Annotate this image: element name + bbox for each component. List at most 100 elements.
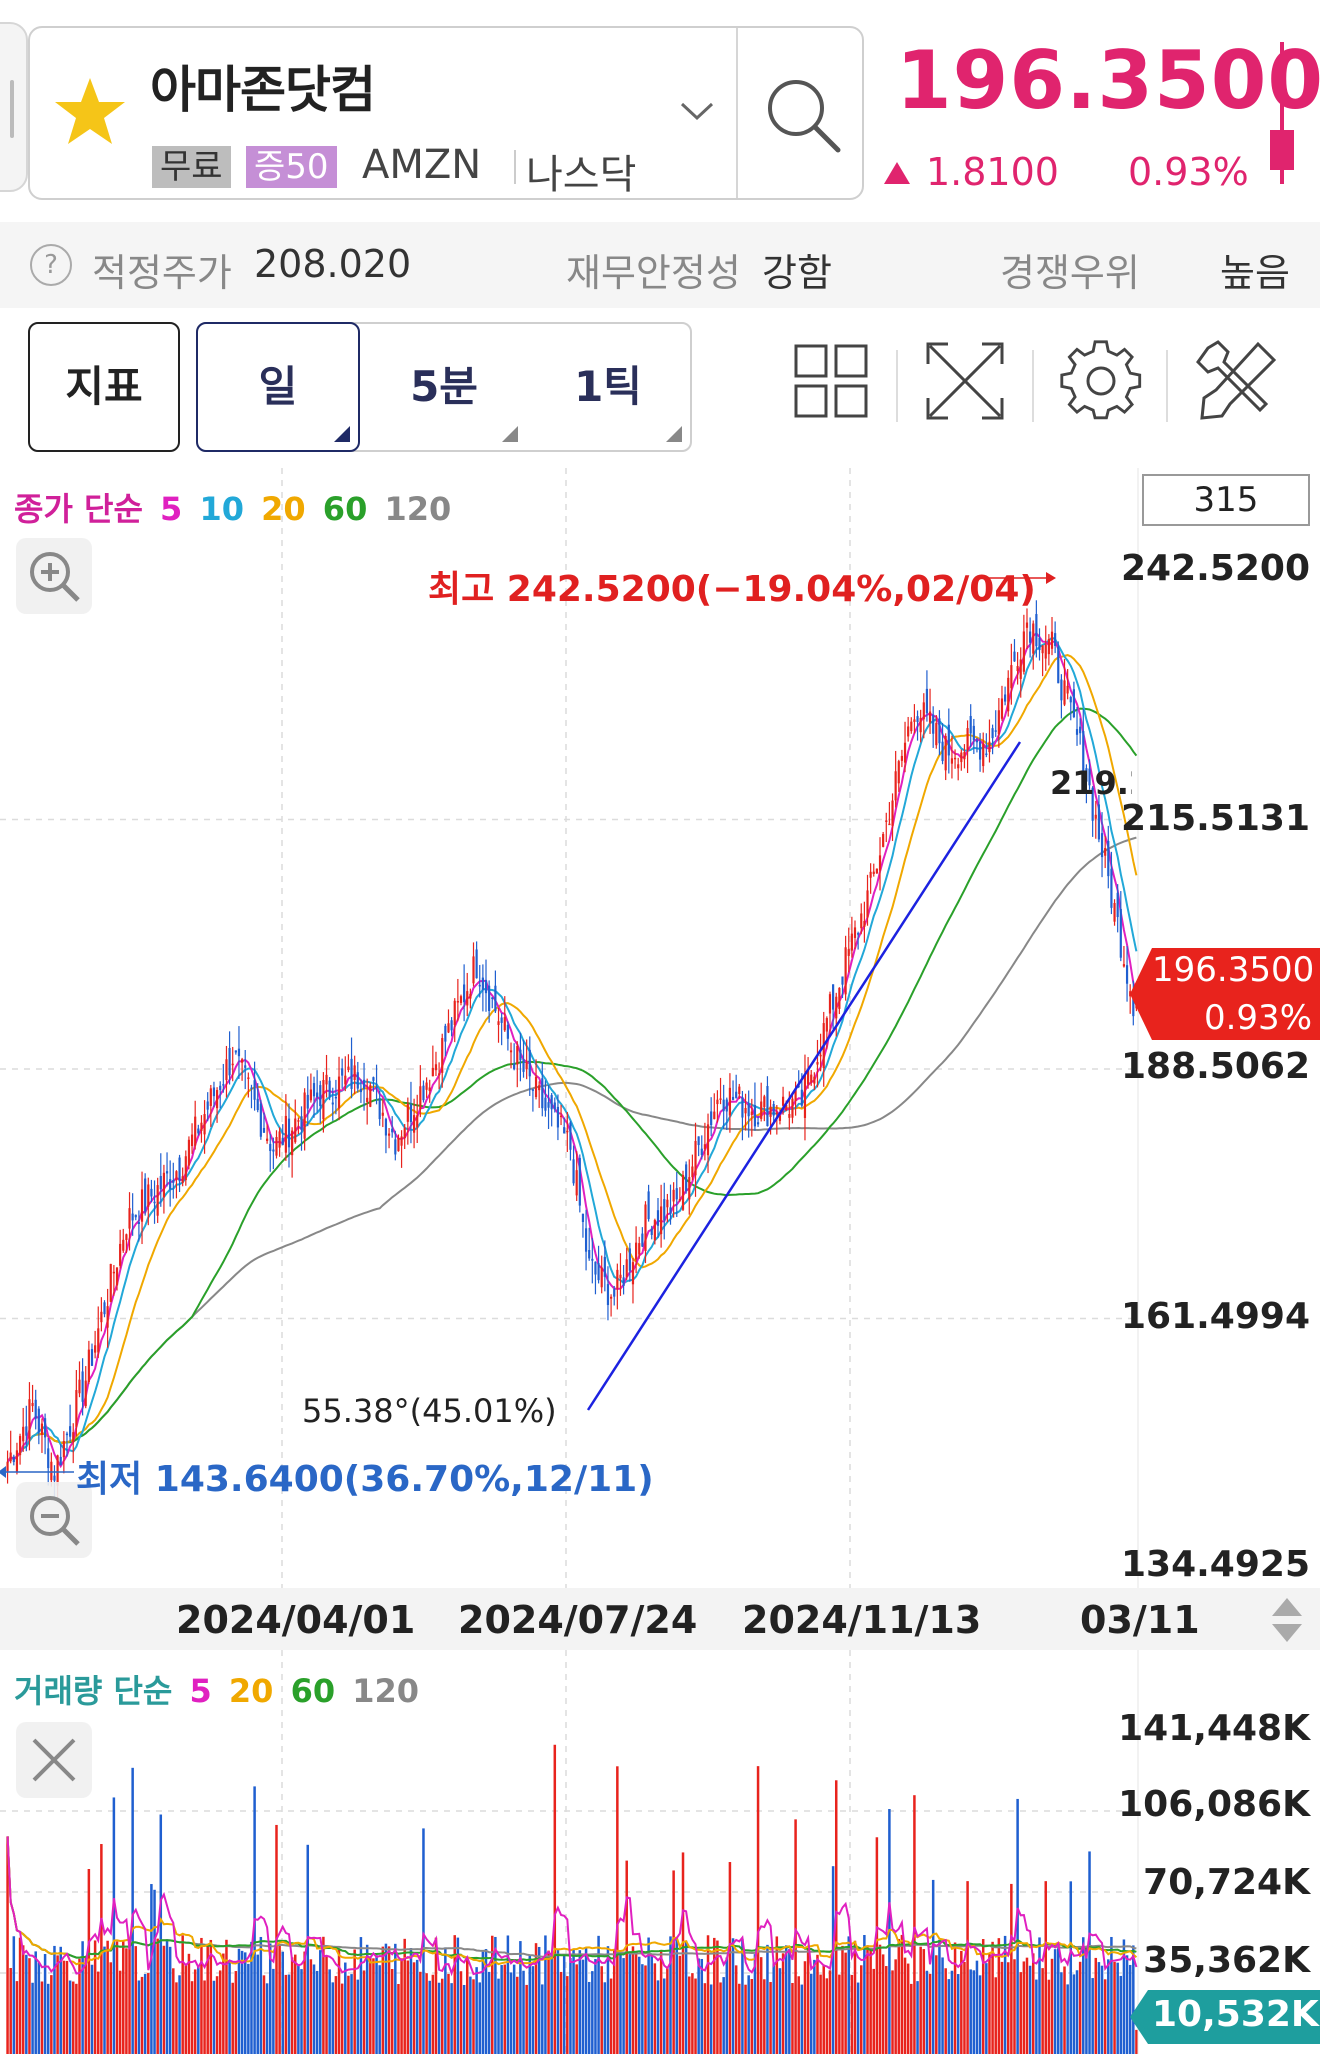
- volume-bar: [122, 1940, 125, 2054]
- candle-body: [506, 1024, 509, 1039]
- volume-bar: [956, 1974, 960, 2054]
- candle-body: [200, 1122, 203, 1131]
- volume-bar: [1103, 1979, 1107, 2054]
- up-arrow-icon: [884, 162, 910, 184]
- zoom-in-button[interactable]: [16, 538, 92, 614]
- volume-bar: [9, 1968, 12, 2054]
- candle-body: [94, 1345, 97, 1353]
- volume-bar: [15, 1981, 19, 2054]
- volume-chart-area[interactable]: 거래량 단순 5 20 60 120 141,448K 106,086K 70,…: [0, 1650, 1320, 2054]
- candle-body: [747, 1103, 750, 1117]
- volume-bar: [1100, 1965, 1104, 2054]
- date-axis-label: 03/11: [1080, 1598, 1200, 1642]
- fullscreen-icon[interactable]: [922, 338, 1008, 424]
- volume-bar: [62, 1960, 66, 2054]
- candle-body: [844, 947, 847, 995]
- candle-body: [22, 1426, 25, 1442]
- candle-count-box[interactable]: 315: [1142, 474, 1310, 526]
- candle-body: [225, 1059, 228, 1081]
- chevron-down-icon[interactable]: [678, 98, 716, 124]
- zoom-out-button[interactable]: [16, 1482, 92, 1558]
- candle-body: [256, 1098, 259, 1111]
- candle-body: [578, 1157, 581, 1206]
- candle-body: [1032, 623, 1035, 654]
- volume-bar: [1110, 1936, 1113, 2054]
- scroll-arrows-icon[interactable]: [1268, 1594, 1306, 1646]
- stock-selector[interactable]: 아마존닷컴 무료 증50 AMZN 나스닥: [28, 26, 864, 200]
- volume-bar: [6, 1836, 9, 2054]
- candle-body: [372, 1077, 375, 1081]
- candle-body: [713, 1111, 716, 1120]
- volume-bar: [87, 1869, 91, 2054]
- candle-body: [6, 1462, 9, 1472]
- period-5min[interactable]: 5분: [362, 324, 526, 450]
- candle-body: [885, 820, 888, 822]
- volume-bar: [584, 1947, 588, 2054]
- candle-body: [1047, 638, 1050, 655]
- low-price-annotation: 최저 143.6400(36.70%,12/11): [76, 1459, 654, 1500]
- tools-icon[interactable]: [1194, 338, 1280, 424]
- candle-body: [178, 1157, 181, 1182]
- legend-title: 종가 단순: [14, 490, 143, 528]
- volume-bar: [228, 1962, 231, 2054]
- candle-body: [1022, 631, 1025, 672]
- candle-body: [181, 1176, 184, 1183]
- volume-bar: [240, 1950, 244, 2054]
- volume-bar: [806, 1948, 810, 2054]
- candle-body: [100, 1311, 103, 1323]
- period-1tick[interactable]: 1틱: [526, 324, 690, 450]
- side-drawer-handle[interactable]: [0, 22, 28, 192]
- price-chart-area[interactable]: 종가 단순 5 10 20 60 120 315 242.5200 215.51…: [0, 468, 1320, 1588]
- volume-bar: [1006, 1962, 1010, 2054]
- candle-body: [672, 1189, 675, 1202]
- star-icon[interactable]: [52, 74, 128, 150]
- help-icon[interactable]: ?: [30, 244, 72, 286]
- search-icon[interactable]: [760, 72, 846, 158]
- volume-bar: [1060, 1972, 1063, 2054]
- volume-axis-label: 35,362K: [1143, 1940, 1310, 1981]
- price-ma-legend[interactable]: 종가 단순 5 10 20 60 120: [14, 484, 457, 530]
- period-day[interactable]: 일: [196, 322, 360, 452]
- volume-bar: [344, 1962, 347, 2054]
- candle-body: [728, 1087, 732, 1116]
- volume-bar: [628, 1954, 632, 2054]
- high-marker-arrow: [1046, 572, 1056, 584]
- date-axis[interactable]: 2024/04/01 2024/07/24 2024/11/13 03/11: [0, 1588, 1320, 1650]
- candle-body: [284, 1115, 287, 1153]
- divider: [896, 350, 898, 422]
- volume-bar: [791, 1982, 794, 2054]
- price-chart[interactable]: [0, 468, 1320, 1588]
- candle-body: [1057, 646, 1060, 684]
- volume-bar: [172, 1968, 175, 2054]
- close-volume-button[interactable]: [16, 1722, 92, 1798]
- indicator-button[interactable]: 지표: [28, 322, 180, 452]
- volume-bar: [494, 1936, 497, 2054]
- gear-icon[interactable]: [1058, 338, 1144, 424]
- candle-body: [597, 1263, 600, 1281]
- volume-bar: [981, 1939, 985, 2054]
- volume-bar: [447, 1973, 450, 2054]
- volume-bar: [875, 1837, 879, 2054]
- volume-bar: [1063, 1966, 1066, 2054]
- candle-body: [291, 1130, 294, 1156]
- volume-bar: [694, 1978, 697, 2054]
- volume-bar: [247, 1963, 250, 2054]
- volume-chart[interactable]: [0, 1650, 1320, 2054]
- candle-body: [69, 1426, 72, 1437]
- candle-body: [806, 1070, 810, 1085]
- candle-body: [819, 1054, 822, 1057]
- volume-bar: [969, 1969, 972, 2054]
- grid-layout-icon[interactable]: [788, 338, 874, 424]
- volume-bar: [21, 1945, 25, 2054]
- candle-body: [209, 1088, 212, 1106]
- candle-body: [431, 1067, 434, 1077]
- candle-body: [1069, 696, 1072, 703]
- volume-ma-legend[interactable]: 거래량 단순 5 20 60 120: [14, 1666, 425, 1712]
- volume-ma-120-line: [6, 1836, 1137, 1959]
- volume-bar: [684, 1940, 688, 2054]
- volume-bar: [425, 1973, 428, 2054]
- volume-bar: [112, 1797, 116, 2054]
- volume-bar: [237, 1948, 241, 2054]
- volume-bar: [850, 1974, 854, 2054]
- candle-body: [600, 1267, 603, 1288]
